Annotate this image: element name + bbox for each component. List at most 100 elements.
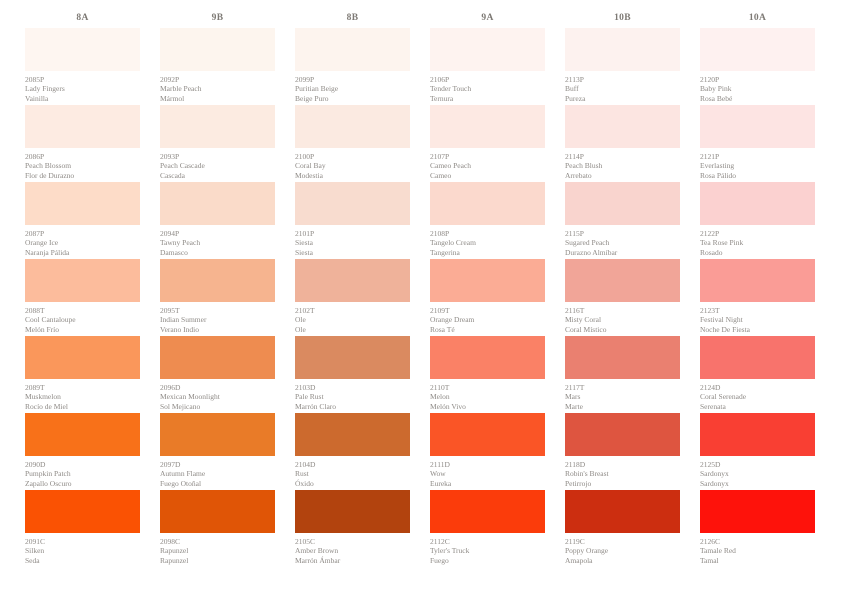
swatch-code: 2097D <box>160 460 181 469</box>
swatch-labels: 2118D Robin's Breast Petirrojo <box>565 456 680 490</box>
color-swatch <box>295 182 410 225</box>
swatch-code: 2112C <box>430 537 450 546</box>
swatch-cell: 2102T Ole Ole <box>295 259 410 336</box>
color-swatch <box>295 259 410 302</box>
color-swatch <box>700 336 815 379</box>
swatch-name-spanish: Óxido <box>295 478 314 488</box>
swatch-name-english: Sugared Peach <box>565 238 610 248</box>
swatch-code: 2085P <box>25 75 45 84</box>
swatch-name-spanish: Pureza <box>565 93 586 103</box>
swatch-cell: 2118D Robin's Breast Petirrojo <box>565 413 680 490</box>
swatch-labels: 2109T Orange Dream Rosa Té <box>430 302 545 336</box>
swatch-name-spanish: Rocío de Miel <box>25 401 68 411</box>
color-swatch <box>25 182 140 225</box>
color-swatch <box>700 259 815 302</box>
swatch-code: 2098C <box>160 537 181 546</box>
swatch-cell: 2121P Everlasting Rosa Pálido <box>700 105 815 182</box>
swatch-code: 2121P <box>700 152 720 161</box>
color-swatch <box>700 105 815 148</box>
color-swatch <box>160 182 275 225</box>
color-swatch <box>565 259 680 302</box>
swatch-cell: 2097D Autumn Flame Fuego Otoñal <box>160 413 275 490</box>
swatch-code: 2093P <box>160 152 180 161</box>
column-header: 9A <box>481 13 494 23</box>
swatch-labels: 2115P Sugared Peach Durazno Almíbar <box>565 225 680 259</box>
swatch-code: 2116T <box>565 306 585 315</box>
swatch-labels: 2107P Cameo Peach Cameo <box>430 148 545 182</box>
swatch-name-english: Tender Touch <box>430 84 472 94</box>
swatch-code: 2115P <box>565 229 584 238</box>
swatch-cell: 2099P Puritian Beige Beige Puro <box>295 28 410 105</box>
swatch-labels: 2086P Peach Blossom Flor de Durazno <box>25 148 140 182</box>
swatch-code: 2101P <box>295 229 315 238</box>
swatch-cell: 2115P Sugared Peach Durazno Almíbar <box>565 182 680 259</box>
swatch-name-spanish: Damasco <box>160 247 188 257</box>
swatch-labels: 2088T Cool Cantaloupe Melón Frío <box>25 302 140 336</box>
swatch-cell: 2091C Silken Seda <box>25 490 140 567</box>
swatch-name-spanish: Marrón Claro <box>295 401 337 411</box>
swatch-name-english: Orange Dream <box>430 315 475 325</box>
swatch-cell: 2089T Muskmelon Rocío de Miel <box>25 336 140 413</box>
swatch-labels: 2113P Buff Pureza <box>565 71 680 105</box>
swatch-labels: 2100P Coral Bay Modestia <box>295 148 410 182</box>
swatch-column-9a: 9A 2106P Tender Touch Ternura 2107P Cameo Pea… <box>430 13 545 596</box>
color-swatch <box>295 336 410 379</box>
swatch-cell: 2086P Peach Blossom Flor de Durazno <box>25 105 140 182</box>
swatch-labels: 2110T Melon Melón Vivo <box>430 379 545 413</box>
swatch-cell: 2111D Wow Eureka <box>430 413 545 490</box>
swatch-column-10b: 10B 2113P Buff Pureza 2114P Peach Blush Arreba… <box>565 13 680 596</box>
swatch-name-spanish: Arrebato <box>565 170 592 180</box>
swatch-cell: 2112C Tyler's Truck Fuego <box>430 490 545 567</box>
swatch-code: 2117T <box>565 383 585 392</box>
swatch-column-8b: 8B 2099P Puritian Beige Beige Puro 2100P Cora… <box>295 13 410 596</box>
swatch-name-english: Tangelo Cream <box>430 238 476 248</box>
color-swatch <box>25 336 140 379</box>
swatch-cell: 2090D Pumpkin Patch Zapallo Oscuro <box>25 413 140 490</box>
swatch-name-spanish: Eureka <box>430 478 452 488</box>
swatch-labels: 2111D Wow Eureka <box>430 456 545 490</box>
swatch-labels: 2095T Indian Summer Verano Indio <box>160 302 275 336</box>
swatch-name-spanish: Naranja Pálida <box>25 247 70 257</box>
swatch-name-spanish: Serenata <box>700 401 726 411</box>
color-swatch <box>25 105 140 148</box>
swatch-cell: 2101P Siesta Siesta <box>295 182 410 259</box>
swatch-labels: 2085P Lady Fingers Vainilla <box>25 71 140 105</box>
swatch-name-spanish: Cascada <box>160 170 185 180</box>
color-swatch <box>430 182 545 225</box>
swatch-code: 2118D <box>565 460 586 469</box>
swatch-name-english: Cameo Peach <box>430 161 472 171</box>
swatch-name-spanish: Marte <box>565 401 583 411</box>
swatch-name-spanish: Mármol <box>160 93 185 103</box>
color-swatch <box>295 413 410 456</box>
swatch-labels: 2121P Everlasting Rosa Pálido <box>700 148 815 182</box>
swatch-code: 2111D <box>430 460 450 469</box>
swatch-name-english: Peach Cascade <box>160 161 205 171</box>
swatch-cell: 2105C Amber Brown Marrón Ámbar <box>295 490 410 567</box>
swatch-labels: 2098C Rapunzel Rapunzel <box>160 533 275 567</box>
swatch-name-english: Rapunzel <box>160 546 189 556</box>
swatch-code: 2104D <box>295 460 316 469</box>
swatch-name-spanish: Amapola <box>565 555 593 565</box>
swatch-name-english: Poppy Orange <box>565 546 609 556</box>
swatch-cell: 2087P Orange Ice Naranja Pálida <box>25 182 140 259</box>
color-swatch <box>295 105 410 148</box>
swatch-name-spanish: Marrón Ámbar <box>295 555 341 565</box>
swatch-name-english: Peach Blush <box>565 161 603 171</box>
swatch-name-english: Wow <box>430 469 446 479</box>
swatch-labels: 2105C Amber Brown Marrón Ámbar <box>295 533 410 567</box>
swatch-name-english: Mars <box>565 392 581 402</box>
swatch-labels: 2108P Tangelo Cream Tangerina <box>430 225 545 259</box>
swatch-name-english: Rust <box>295 469 309 479</box>
swatch-name-english: Mexican Moonlight <box>160 392 220 402</box>
color-swatch <box>25 28 140 71</box>
swatch-cell: 2104D Rust Óxido <box>295 413 410 490</box>
swatch-name-english: Silken <box>25 546 45 556</box>
swatch-labels: 2102T Ole Ole <box>295 302 410 336</box>
swatch-code: 2126C <box>700 537 721 546</box>
swatch-name-spanish: Coral Místico <box>565 324 607 334</box>
swatch-name-english: Cool Cantaloupe <box>25 315 76 325</box>
swatch-name-spanish: Modestia <box>295 170 323 180</box>
swatch-code: 2100P <box>295 152 315 161</box>
swatch-name-spanish: Tamal <box>700 555 719 565</box>
